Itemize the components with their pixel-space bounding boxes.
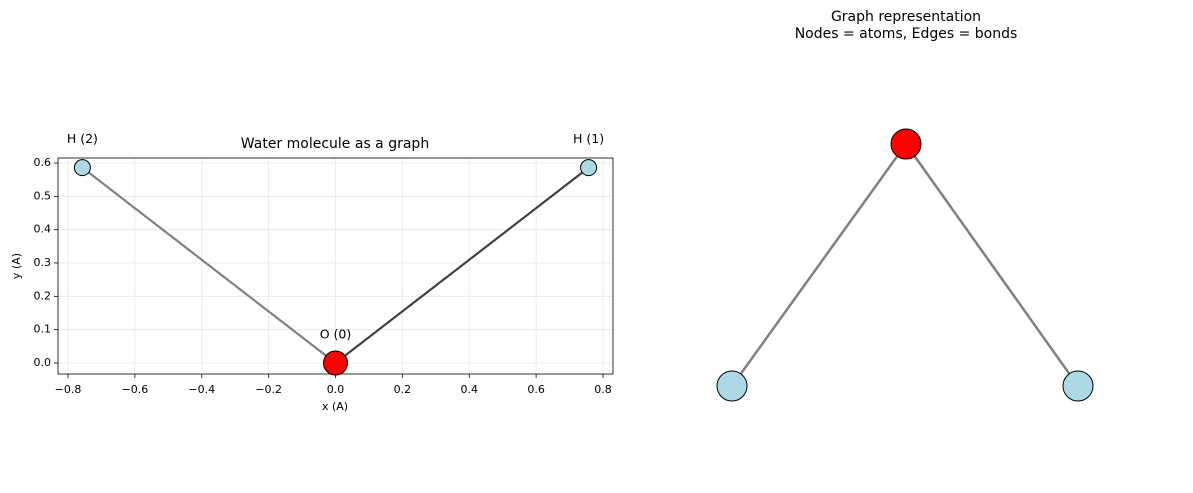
y-tick-label: 0.1 [34,323,52,336]
x-tick-label: 0.0 [327,383,345,396]
y-tick-label: 0.5 [34,189,52,202]
y-tick-label: 0.6 [34,156,52,169]
atom [323,350,348,376]
bond [81,166,337,364]
x-tick-label: 0.4 [460,383,478,396]
y-tick-label: 0.4 [34,223,52,236]
edge [730,143,908,387]
x-tick-label: −0.2 [255,383,282,396]
chart-subtitle: Nodes = atoms, Edges = bonds [795,26,1018,42]
atom [580,159,598,177]
atom [73,159,91,177]
edge [904,143,1080,387]
x-tick-label: 0.2 [394,383,412,396]
x-tick-label: −0.8 [55,383,82,396]
atom-label: O (0) [320,327,352,342]
x-tick-label: −0.4 [188,383,215,396]
y-axis-label: y (A) [10,253,23,279]
atom-label: H (1) [573,131,604,146]
chart-title: Graph representation [831,9,981,25]
node [716,370,748,402]
y-tick-label: 0.0 [34,356,52,369]
bond [334,166,590,364]
chart-title: Water molecule as a graph [241,136,429,152]
x-axis-label: x (A) [322,400,348,413]
x-tick-label: −0.6 [122,383,149,396]
y-tick-label: 0.2 [34,289,52,302]
node [890,128,922,160]
x-tick-label: 0.6 [527,383,545,396]
x-tick-label: 0.8 [594,383,612,396]
node [1062,370,1094,402]
atom-label: H (2) [67,131,98,146]
y-tick-label: 0.3 [34,256,52,269]
